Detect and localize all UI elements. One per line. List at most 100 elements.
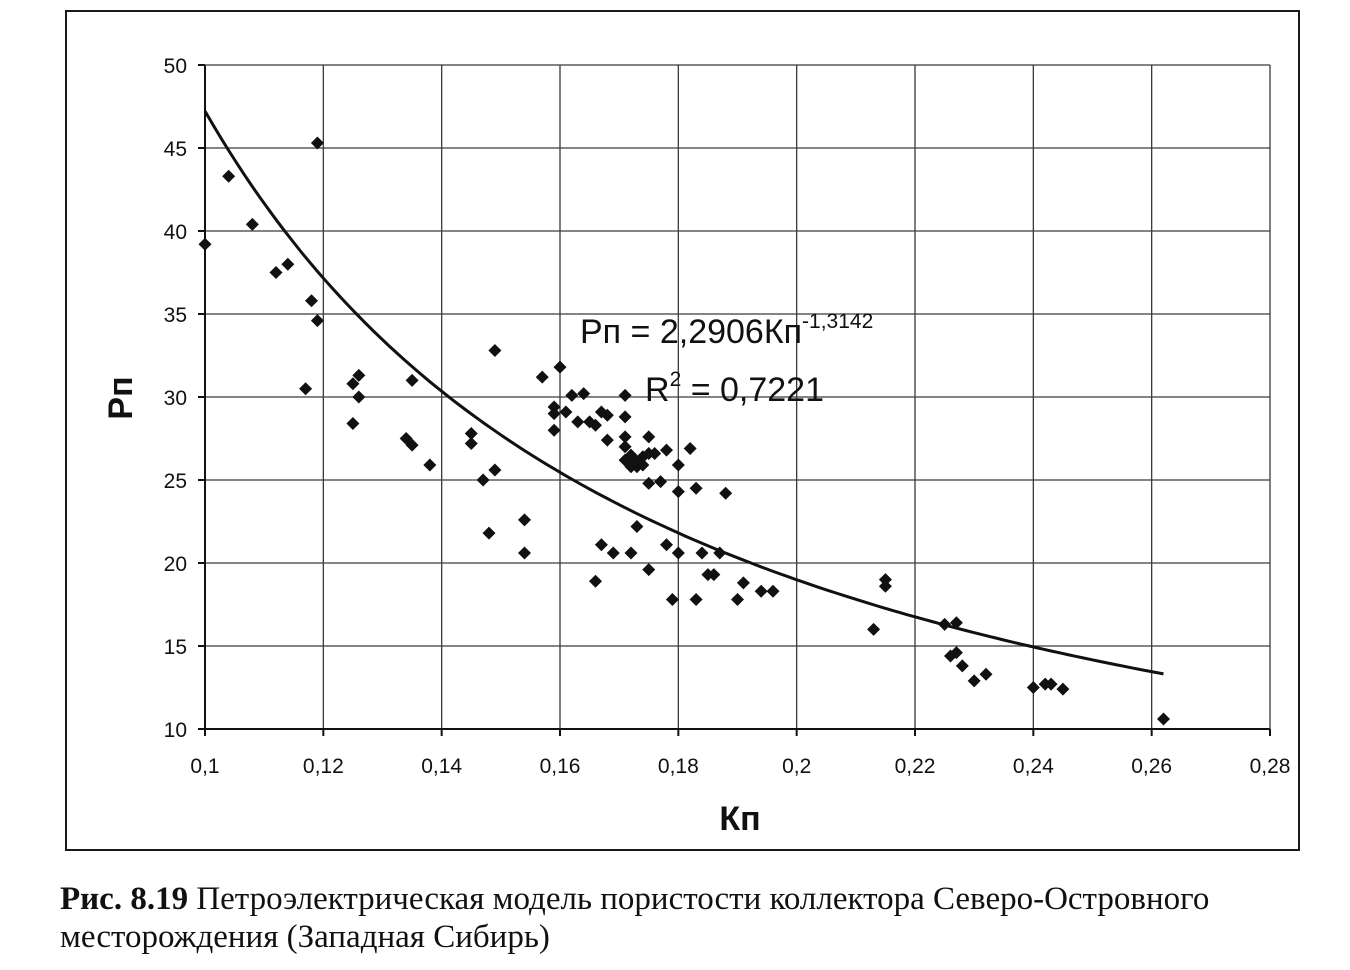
data-point [600,408,614,422]
x-tick-label: 0,14 [421,755,462,778]
data-point [671,485,685,499]
y-tick-label: 25 [164,470,187,493]
y-tick-label: 50 [164,55,187,78]
data-point [1044,677,1058,691]
y-axis-title: Рп [102,376,140,419]
x-tick-label: 0,16 [540,755,581,778]
data-point [665,593,679,607]
data-point [949,646,963,660]
data-point [577,387,591,401]
y-tick-label: 40 [164,221,187,244]
data-point [476,473,490,487]
data-point [482,526,496,540]
data-point [346,377,360,391]
data-point [547,423,561,437]
data-point [559,405,573,419]
data-point [245,217,259,231]
data-point [618,430,632,444]
data-point [405,373,419,387]
y-tick-label: 35 [164,304,187,327]
data-point [222,169,236,183]
data-point [719,486,733,500]
data-point [979,667,993,681]
data-point [571,415,585,429]
data-point [648,446,662,460]
data-point [423,458,437,472]
data-point [565,388,579,402]
data-point [878,579,892,593]
data-point [938,617,952,631]
data-point [589,418,602,432]
data-point [683,441,697,455]
data-point [305,294,318,308]
data-point [269,266,283,279]
data-point [535,370,549,384]
data-point [488,344,502,358]
y-tick-label: 15 [164,636,187,659]
data-point [464,427,478,441]
data-point [766,584,780,598]
data-point [689,593,703,607]
data-points [198,136,1170,726]
data-point [488,463,502,477]
data-point [642,430,656,444]
data-point [689,481,703,495]
data-point [949,616,963,630]
data-point [671,546,685,560]
data-point [660,443,673,457]
data-point [618,410,632,424]
data-point [547,400,561,414]
x-axis-title: Кп [719,800,760,838]
x-tick-label: 0,26 [1131,755,1172,778]
data-point [630,519,644,533]
data-point [405,438,419,452]
data-point [600,433,614,447]
r2-exponent: 2 [670,368,682,391]
data-point [754,584,768,598]
data-point [1157,712,1170,726]
trendline [203,110,1164,676]
y-tick-label: 10 [164,719,187,742]
x-tick-label: 0,18 [658,755,699,778]
data-point [624,546,638,560]
data-point [547,407,561,421]
data-point [955,659,969,673]
data-point [731,593,744,607]
y-tick-label: 20 [164,553,187,576]
data-point [352,390,366,404]
data-point [518,546,531,560]
data-point [589,574,602,588]
equation-text: Рп = 2,2906Кп [580,313,802,351]
data-point [310,314,324,328]
chart-frame [65,10,1300,851]
x-tick-label: 0,1 [190,755,219,778]
data-point [636,458,650,472]
caption-text: Петроэлектрическая модель пористости кол… [60,881,1210,955]
r2-value: = 0,7221 [681,371,824,409]
x-tick-label: 0,24 [1013,755,1054,778]
figure-caption: Рис. 8.19 Петроэлектрическая модель пори… [60,880,1330,956]
trend-equation: Рп = 2,2906Кп-1,3142 [580,310,873,351]
data-point [618,440,632,454]
data-point [606,546,620,560]
axes [198,64,1271,736]
data-point [553,360,567,374]
data-point [594,538,608,552]
data-point [878,573,892,587]
r-squared: R2 = 0,7221 [645,368,824,409]
data-point [967,674,981,688]
y-tick-label: 45 [164,138,187,161]
data-point [660,538,673,552]
data-point [198,237,212,251]
x-tick-label: 0,22 [895,755,936,778]
y-tick-labels: 10 15 20 25 30 35 40 45 50 [164,55,187,742]
x-tick-label: 0,28 [1250,755,1291,778]
data-point [642,563,656,577]
scatter-chart: 0,1 0,12 0,14 0,16 0,18 0,2 0,22 0,24 0,26 0,28 1… [102,55,1291,838]
data-point [867,622,881,636]
data-point [713,546,727,560]
y-tick-label: 30 [164,387,187,410]
data-point [654,475,668,489]
equation-exponent: -1,3142 [802,310,873,333]
data-point [352,368,366,382]
